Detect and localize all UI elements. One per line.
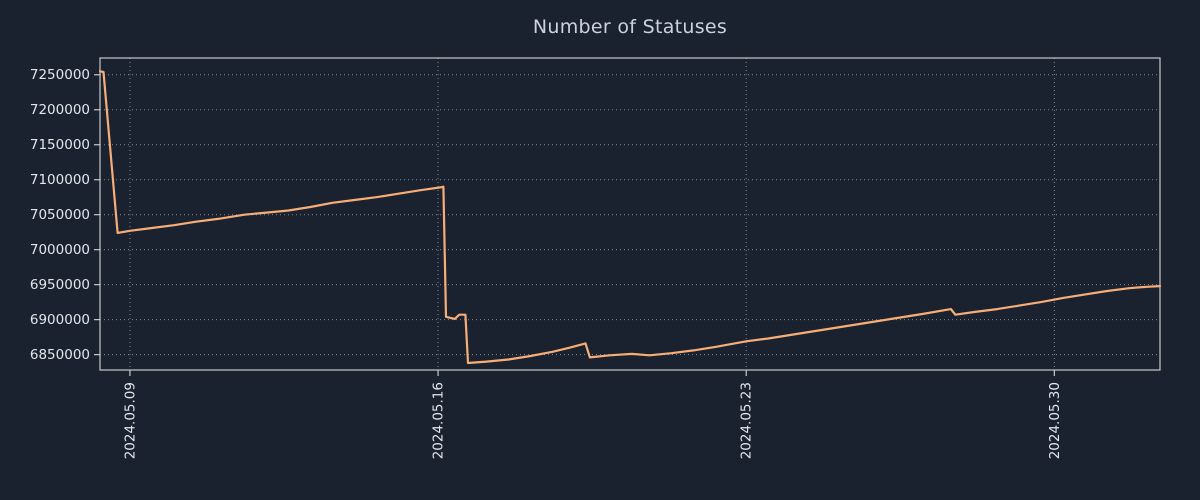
x-tick-label: 2024.05.23 bbox=[739, 382, 755, 459]
y-tick-label: 7200000 bbox=[30, 102, 90, 118]
x-tick-label: 2024.05.16 bbox=[431, 382, 447, 459]
y-tick-label: 6850000 bbox=[30, 347, 90, 363]
y-tick-label: 7050000 bbox=[30, 207, 90, 223]
x-tick-label: 2024.05.09 bbox=[122, 382, 138, 459]
y-tick-label: 7000000 bbox=[30, 242, 90, 258]
y-tick-label: 7150000 bbox=[30, 137, 90, 153]
y-tick-label: 6950000 bbox=[30, 277, 90, 293]
y-tick-label: 7250000 bbox=[30, 67, 90, 83]
x-tick-label: 2024.05.30 bbox=[1047, 382, 1063, 459]
chart-title: Number of Statuses bbox=[532, 16, 728, 38]
y-tick-label: 6900000 bbox=[30, 312, 90, 328]
y-tick-label: 7100000 bbox=[30, 172, 90, 188]
plot-border bbox=[99, 57, 1161, 371]
data-line-statuses bbox=[98, 70, 1162, 365]
